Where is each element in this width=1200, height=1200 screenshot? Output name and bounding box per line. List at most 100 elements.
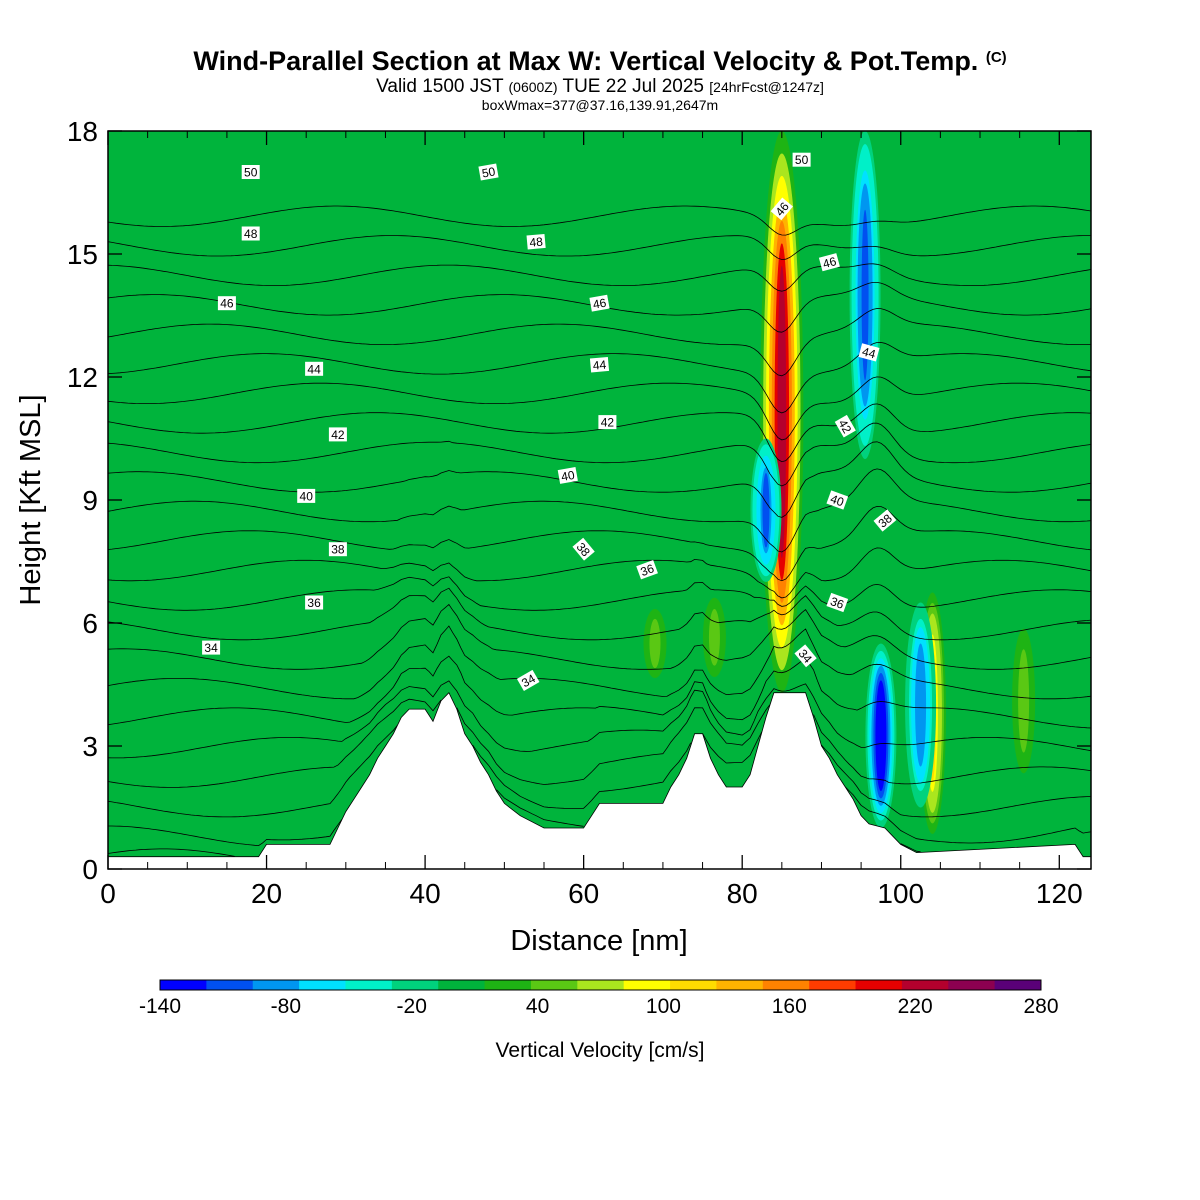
y-tick-label: 6 — [82, 608, 98, 639]
isentrope-50 — [107, 308, 1092, 377]
forecast-info: [24hrFcst@1247z] — [709, 79, 824, 95]
colorbar-swatch-13 — [762, 980, 810, 990]
chart-title-text: Wind-Parallel Section at Max W: Vertical… — [193, 46, 979, 76]
theta-label-2: 50 — [792, 152, 811, 167]
x-tick-label: 60 — [568, 878, 599, 909]
theta-label-14: 42 — [834, 414, 856, 438]
theta-label-bg — [572, 537, 595, 561]
colorbar-swatch-4 — [345, 980, 393, 990]
theta-label-19: 38 — [328, 542, 347, 557]
y-tick-label: 3 — [82, 731, 98, 762]
isentrope-39 — [107, 603, 1092, 670]
terrain-layer — [107, 692, 1092, 870]
theta-label-5: 46 — [770, 197, 793, 221]
chart-title-copyright: (C) — [985, 49, 1007, 66]
colorbar-swatch-12 — [716, 980, 764, 990]
downdraft-2-level-6 — [861, 209, 869, 381]
colorbar-tick-label: -140 — [139, 995, 181, 1018]
theta-label-15: 40 — [297, 488, 316, 503]
theta-label-text: 44 — [592, 358, 607, 373]
theta-label-26: 34 — [794, 644, 817, 668]
isentrope-37 — [107, 655, 1092, 729]
colorbar-swatch-8 — [530, 980, 578, 990]
valid-utc: (0600Z) — [508, 79, 558, 95]
potential-temperature-contours — [107, 205, 1092, 857]
colorbar-swatch-2 — [252, 980, 300, 990]
updraft-2-level-6 — [710, 612, 718, 662]
theta-label-text: 48 — [244, 227, 258, 241]
theta-label-9: 44 — [305, 361, 324, 376]
isentrope-49 — [107, 341, 1092, 414]
isentrope-52 — [107, 263, 1092, 292]
isentrope-43 — [107, 505, 1092, 582]
downdraft-1-level-6 — [917, 651, 925, 759]
theta-label-12: 42 — [328, 427, 347, 442]
theta-label-3: 48 — [241, 226, 260, 241]
theta-label-text: 46 — [220, 297, 234, 311]
theta-label-23: 36 — [826, 592, 849, 613]
theta-label-text: 50 — [481, 164, 497, 180]
isentrope-38 — [107, 625, 1092, 700]
colorbar-swatch-18 — [994, 980, 1042, 990]
theta-label-25: 34 — [516, 669, 540, 691]
theta-label-21: 36 — [636, 560, 658, 580]
vertical-velocity-field — [108, 131, 1091, 869]
x-tick-label: 0 — [100, 878, 116, 909]
theta-label-bg — [818, 253, 840, 272]
theta-label-bg — [328, 427, 347, 442]
colorbar-swatch-14 — [809, 980, 857, 990]
theta-label-text: 50 — [244, 166, 258, 180]
isentrope-53 — [107, 235, 1091, 260]
y-tick-label: 9 — [82, 485, 98, 516]
y-tick-label: 15 — [67, 239, 98, 270]
theta-label-bg — [478, 163, 499, 181]
theta-label-bg — [305, 595, 324, 610]
x-axis-label: Distance [nm] — [510, 925, 687, 957]
theta-label-bg — [792, 152, 811, 167]
theta-label-bg — [526, 233, 546, 250]
colorbar-swatch-10 — [623, 980, 671, 990]
colorbar-swatch-11 — [670, 980, 717, 990]
theta-label-7: 46 — [217, 296, 236, 311]
theta-label-text: 38 — [331, 543, 345, 557]
theta-label-11: 44 — [858, 343, 880, 362]
valid-time: Valid 1500 JST — [376, 76, 504, 97]
theta-label-bg — [858, 343, 880, 362]
theta-label-text: 46 — [592, 296, 608, 312]
colorbar-swatch-0 — [160, 980, 207, 990]
theta-label-bg — [636, 560, 658, 580]
y-tick-label: 18 — [67, 116, 98, 147]
isentrope-36 — [107, 680, 1092, 759]
theta-label-text: 34 — [204, 641, 218, 655]
theta-label-22: 36 — [305, 595, 324, 610]
colorbar-swatch-3 — [299, 980, 346, 990]
theta-label-text: 36 — [639, 561, 657, 579]
theta-label-10: 44 — [589, 356, 610, 373]
theta-label-bg — [328, 542, 347, 557]
theta-label-bg — [589, 356, 610, 373]
isentrope-33 — [108, 786, 1092, 847]
updraft-4-level-6 — [1020, 656, 1028, 746]
theta-label-bg — [241, 226, 260, 241]
colorbar-tick-label: 280 — [1023, 995, 1058, 1018]
theta-label-bg — [873, 509, 897, 532]
isentrope-40 — [107, 587, 1092, 641]
theta-label-bg — [305, 361, 324, 376]
theta-label-bg — [202, 640, 221, 655]
colorbar-label: Vertical Velocity [cm/s] — [496, 1039, 705, 1062]
theta-label-text: 40 — [828, 492, 846, 510]
theta-label-text: 46 — [821, 254, 838, 271]
colorbar-swatch-17 — [948, 980, 996, 990]
theta-label-text: 36 — [307, 596, 321, 610]
theta-label-0: 50 — [241, 165, 260, 180]
theta-label-text: 42 — [835, 417, 854, 436]
updraft-3-level-6 — [651, 622, 659, 665]
colorbar-tick-label: 220 — [898, 995, 933, 1018]
theta-label-bg — [516, 669, 540, 691]
theta-label-text: 44 — [307, 362, 321, 376]
box-wmax-text: boxWmax=377@37.16,139.91,2647m — [481, 97, 719, 113]
colorbar-swatch-15 — [855, 980, 903, 990]
chart-title: Wind-Parallel Section at Max W: Vertical… — [0, 42, 1200, 77]
contour-label-layer: 50 50 50 48 48 46 46 46 46 44 44 44 42 42 42 40 40 40 38 38… — [202, 152, 897, 691]
